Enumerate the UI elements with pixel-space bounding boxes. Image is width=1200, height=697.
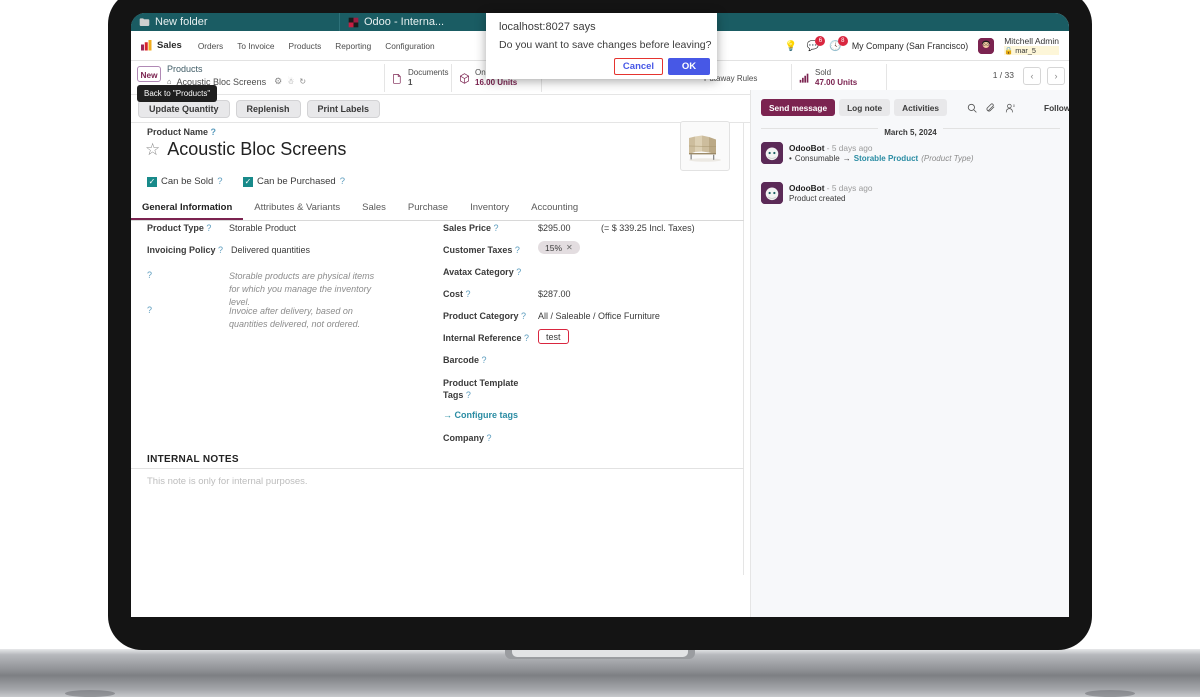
- svg-text:0: 0: [1013, 104, 1015, 108]
